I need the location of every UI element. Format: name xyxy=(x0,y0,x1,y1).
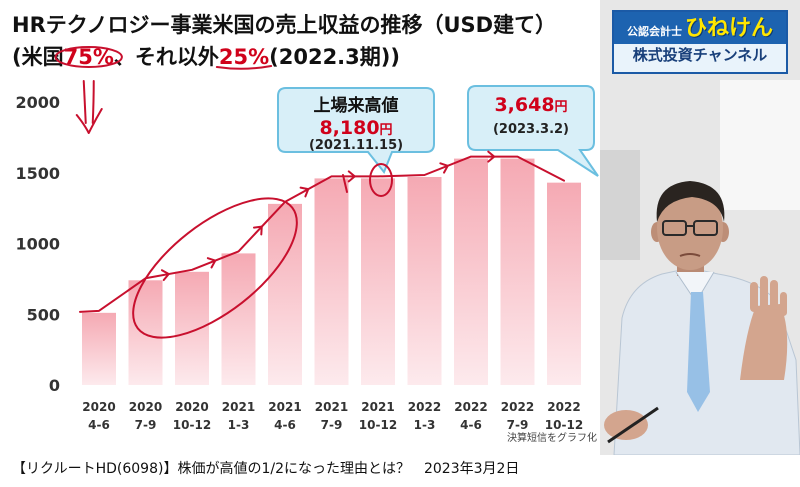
x-tick-year-2022-10-12: 2022 xyxy=(547,400,580,414)
current-price-callout: 3,648円 (2023.3.2) xyxy=(467,85,599,177)
x-tick-year-2022-7-9: 2022 xyxy=(501,400,534,414)
presenter-mouth xyxy=(679,253,701,257)
x-tick-year-2021-1-3: 2021 xyxy=(222,400,255,414)
other-share-percent: 25% xyxy=(218,45,270,69)
x-tick-period-2021-7-9: 7-9 xyxy=(321,418,343,432)
x-tick-period-2022-1-3: 1-3 xyxy=(414,418,436,432)
x-axis-tick-labels: 2020 4-6 2020 7-9 2020 10-12 2021 1-3 2021 4-6 202… xyxy=(82,400,583,432)
source-note: 決算短信をグラフ化 xyxy=(507,431,597,444)
presenter-tie xyxy=(687,292,710,412)
subtitle-part2: 、それ以外 xyxy=(113,45,219,69)
current-price: 3,648 xyxy=(494,94,554,116)
bar-2022-10-12 xyxy=(547,182,581,385)
x-tick-period-2021-4-6: 4-6 xyxy=(274,418,296,432)
current-price-unit: 円 xyxy=(555,100,568,115)
presenter-glasses xyxy=(662,220,718,236)
y-tick-label-1000: 1000 xyxy=(15,235,60,254)
window-light xyxy=(720,80,800,210)
subtitle-part3: (2022.3期)) xyxy=(269,45,400,69)
x-tick-period-2021-10-12: 10-12 xyxy=(359,418,397,432)
x-tick-year-2021-7-9: 2021 xyxy=(315,400,348,414)
us-share-percent: 75% xyxy=(63,45,114,69)
x-tick-year-2020-10-12: 2020 xyxy=(175,400,208,414)
bar-2022-4-6 xyxy=(454,158,488,385)
bar-2021-10-12 xyxy=(361,178,395,385)
video-caption: 【リクルートHD(6098)】株価が高値の1/2になった理由とは？ 2023年3… xyxy=(12,461,520,477)
subtitle-part1: (米国 xyxy=(12,45,64,69)
x-tick-year-2020-4-6: 2020 xyxy=(82,400,115,414)
x-tick-year-2022-1-3: 2022 xyxy=(408,400,441,414)
x-tick-period-2022-10-12: 10-12 xyxy=(545,418,583,432)
x-tick-period-2022-7-9: 7-9 xyxy=(507,418,529,432)
bar-2021-1-3 xyxy=(221,253,256,385)
bar-2020-4-6 xyxy=(82,312,116,385)
channel-prefix: 公認会計士 xyxy=(626,25,682,38)
presenter-image xyxy=(600,0,800,455)
presenter-raised-hand xyxy=(740,276,788,380)
x-tick-period-2022-4-6: 4-6 xyxy=(460,418,482,432)
current-price-line: 3,648円 xyxy=(494,94,567,116)
chart-title: HRテクノロジー事業米国の売上収益の推移（USD建て） xyxy=(12,13,557,37)
y-axis-tick-labels: 0 500 1000 1500 2000 xyxy=(15,93,60,395)
x-tick-year-2020-7-9: 2020 xyxy=(129,400,162,414)
x-tick-period-2020-4-6: 4-6 xyxy=(88,418,110,432)
x-tick-period-2020-7-9: 7-9 xyxy=(135,418,157,432)
presenter-head xyxy=(657,186,723,270)
presenter-hair xyxy=(656,181,725,222)
presenter-lower-hand xyxy=(604,406,659,444)
bars xyxy=(82,158,581,385)
all-time-high-callout: 上場来高値 8,180円 (2021.11.15) xyxy=(277,87,435,174)
all-time-high-price: 8,180 xyxy=(319,117,379,139)
current-price-date: (2023.3.2) xyxy=(493,122,569,137)
x-tick-year-2021-10-12: 2021 xyxy=(361,400,394,414)
x-tick-year-2021-4-6: 2021 xyxy=(268,400,301,414)
y-tick-label-1500: 1500 xyxy=(15,164,60,183)
y-tick-label-2000: 2000 xyxy=(15,93,60,112)
channel-banner-top: 公認会計士 ひねけん xyxy=(614,12,786,44)
bar-2020-7-9 xyxy=(128,280,163,385)
bar-2021-7-9 xyxy=(314,178,349,385)
current-price-bubble xyxy=(467,85,599,177)
shelf xyxy=(600,150,640,260)
channel-banner: 公認会計士 ひねけん 株式投資チャンネル xyxy=(612,10,788,74)
y-tick-label-0: 0 xyxy=(49,376,60,395)
all-time-high-label: 上場来高値 xyxy=(314,95,399,116)
channel-name: ひねけん xyxy=(684,16,773,41)
bar-2020-10-12 xyxy=(175,271,209,385)
x-tick-year-2022-4-6: 2022 xyxy=(454,400,487,414)
all-time-high-price-line: 8,180円 xyxy=(319,117,392,139)
bar-2022-1-3 xyxy=(407,176,442,385)
bar-2021-4-6 xyxy=(268,203,302,385)
x-tick-period-2021-1-3: 1-3 xyxy=(228,418,250,432)
presenter-video: 公認会計士 ひねけん 株式投資チャンネル xyxy=(600,0,800,455)
y-tick-label-500: 500 xyxy=(27,305,60,324)
all-time-high-unit: 円 xyxy=(380,123,393,138)
all-time-high-date: (2021.11.15) xyxy=(309,138,403,153)
chart-subtitle: (米国75%、それ以外25%(2022.3期)) xyxy=(12,44,400,70)
x-tick-period-2020-10-12: 10-12 xyxy=(173,418,211,432)
channel-subtitle: 株式投資チャンネル xyxy=(614,44,786,72)
bar-2022-7-9 xyxy=(500,158,535,385)
